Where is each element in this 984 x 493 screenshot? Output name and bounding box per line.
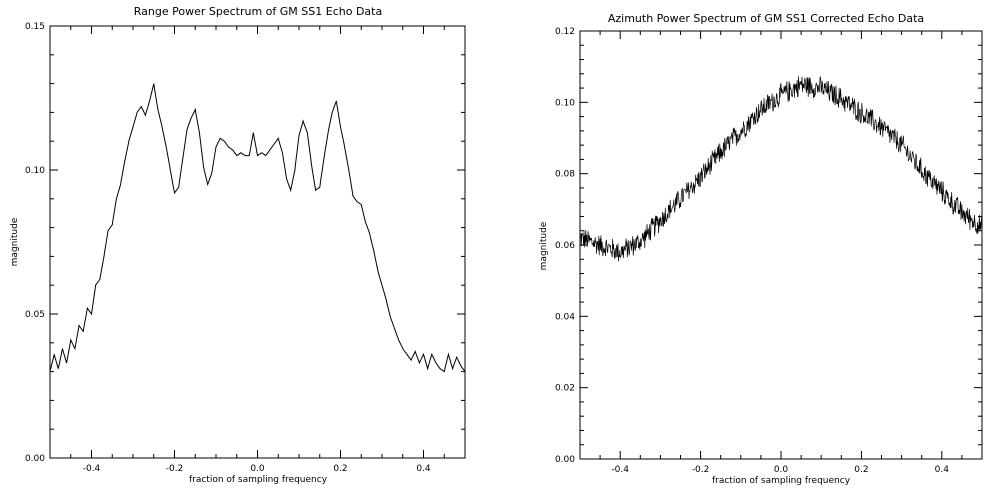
azimuth-x-tick-label: -0.4 xyxy=(611,465,629,475)
azimuth-y-tick-label: 0.12 xyxy=(555,27,575,37)
range-x-axis-label: fraction of sampling frequency xyxy=(189,475,328,485)
range-plot-frame xyxy=(49,25,466,459)
azimuth-axes: -0.4 -0.2 0.0 0.2 0.4 0.00 0.02 0.04 0.06 0.08 0.1… xyxy=(555,27,983,475)
range-y-tick-label: 0.10 xyxy=(25,166,45,176)
azimuth-x-tick-label: 0.2 xyxy=(854,465,868,475)
azimuth-y-tick-label: 0.02 xyxy=(555,384,575,394)
range-x-tick-label: 0.2 xyxy=(333,464,347,474)
azimuth-x-tick-label: 0.0 xyxy=(774,465,789,475)
azimuth-series-line xyxy=(579,76,983,262)
range-series-line xyxy=(49,83,466,373)
azimuth-y-tick-label: 0.08 xyxy=(555,170,575,180)
azimuth-x-tick-label: -0.2 xyxy=(692,465,710,475)
range-x-tick-label: 0.4 xyxy=(416,464,431,474)
azimuth-x-tick-label: 0.4 xyxy=(935,465,950,475)
range-y-axis-label: magnitude xyxy=(10,217,20,266)
range-y-tick-label: 0.15 xyxy=(25,22,45,32)
azimuth-y-tick-label: 0.10 xyxy=(555,98,575,108)
range-axes: -0.4 -0.2 0.0 0.2 0.4 0.00 0.05 0.10 0.15 xyxy=(25,22,466,474)
range-y-tick-label: 0.00 xyxy=(25,454,45,464)
range-x-tick-label: 0.0 xyxy=(250,464,265,474)
range-x-tick-label: -0.4 xyxy=(83,464,101,474)
range-x-tick-label: -0.2 xyxy=(166,464,184,474)
range-y-tick-label: 0.05 xyxy=(25,310,45,320)
azimuth-y-tick-label: 0.04 xyxy=(555,312,575,322)
azimuth-y-axis-label: magnitude xyxy=(539,221,549,270)
azimuth-x-axis-label: fraction of sampling frequency xyxy=(712,476,851,486)
azimuth-y-tick-label: 0.06 xyxy=(555,241,575,251)
range-spectrum-panel: Range Power Spectrum of GM SS1 Echo Data… xyxy=(10,5,466,485)
azimuth-chart-title: Azimuth Power Spectrum of GM SS1 Correct… xyxy=(608,12,924,25)
azimuth-spectrum-panel: Azimuth Power Spectrum of GM SS1 Correct… xyxy=(539,12,983,486)
azimuth-y-tick-label: 0.00 xyxy=(555,455,575,465)
range-chart-title: Range Power Spectrum of GM SS1 Echo Data xyxy=(134,5,382,18)
